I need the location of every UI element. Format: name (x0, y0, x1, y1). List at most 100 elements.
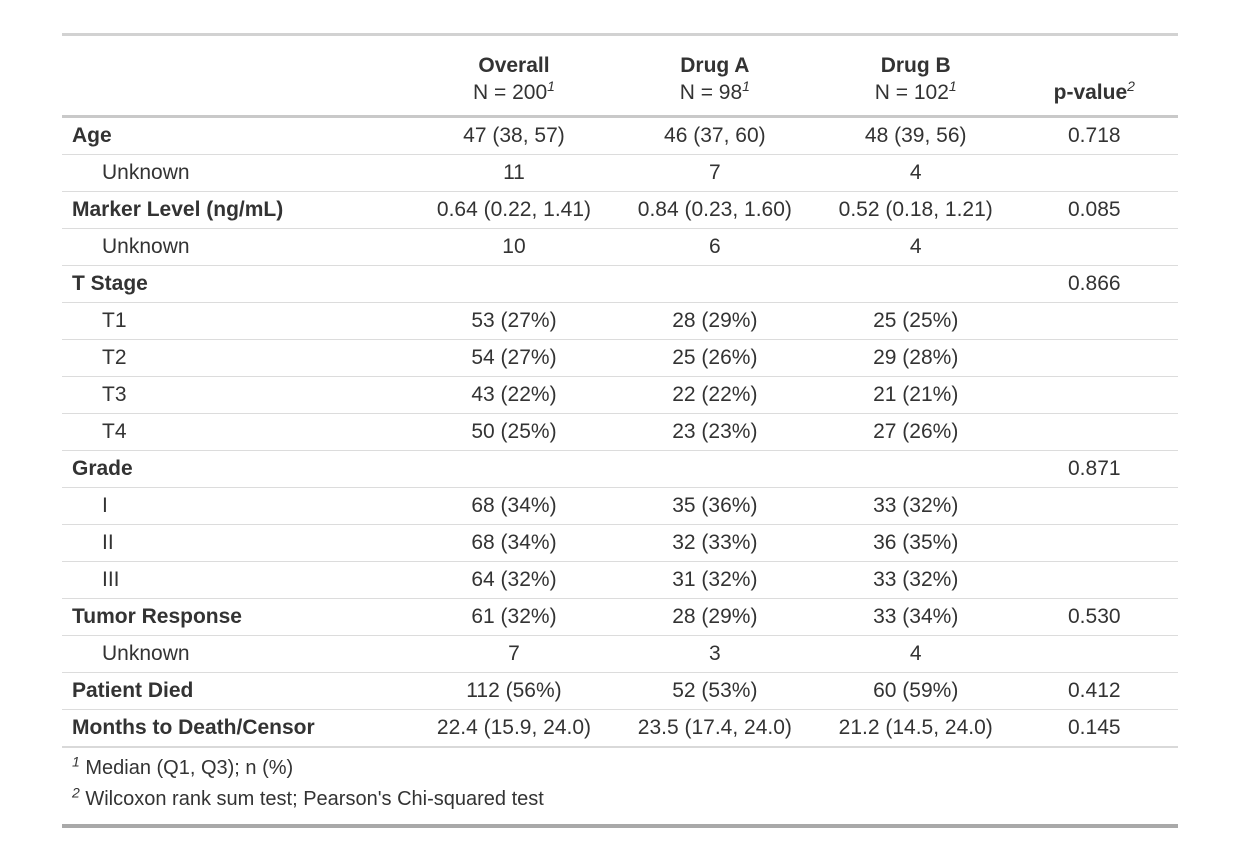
summary-table: Overall N = 2001 Drug A N = 981 Drug B N… (62, 33, 1178, 828)
cell-p-value (1011, 303, 1178, 340)
cell-p-value: 0.530 (1068, 605, 1121, 628)
cell-overall: 22.4 (15.9, 24.0) (436, 716, 592, 739)
row-label: Months to Death/Censor (72, 716, 315, 739)
cell-overall: 7 (508, 642, 520, 665)
table-row: Months to Death/Censor 22.4 (15.9, 24.0)… (62, 710, 1178, 747)
cell-drug-b (821, 266, 1011, 303)
row-label: T Stage (72, 272, 148, 295)
row-label: Patient Died (72, 679, 194, 702)
footnote-text: Wilcoxon rank sum test; Pearson's Chi-sq… (85, 788, 544, 810)
table-row: T3 43 (22%) 22 (22%) 21 (21%) (62, 377, 1178, 414)
cell-p-value (1011, 229, 1178, 266)
table-row: III 64 (32%) 31 (32%) 33 (32%) (62, 562, 1178, 599)
cell-p-value: 0.085 (1068, 198, 1121, 221)
footnote-mark: 2 (1127, 78, 1135, 94)
cell-p-value (1011, 155, 1178, 192)
cell-overall: 11 (503, 161, 525, 184)
table-body: Age 47 (38, 57) 46 (37, 60) 48 (39, 56) … (62, 117, 1178, 747)
row-label: Age (72, 124, 112, 147)
row-label: T2 (102, 346, 127, 369)
cell-overall: 10 (502, 235, 526, 258)
header-drug-b-n: N = 1021 (874, 78, 957, 104)
cell-drug-b: 48 (39, 56) (864, 124, 967, 147)
header-overall-n: N = 2001 (473, 78, 555, 104)
cell-drug-b: 4 (909, 161, 922, 184)
cell-overall: 61 (32%) (471, 605, 557, 628)
table-header: Overall N = 2001 Drug A N = 981 Drug B N… (62, 36, 1178, 118)
cell-drug-a: 28 (29%) (672, 605, 758, 628)
cell-drug-b: 4 (909, 235, 922, 258)
row-label: Marker Level (ng/mL) (72, 198, 284, 221)
footnote-mark: 2 (72, 784, 80, 801)
header-overall-label: Overall (478, 54, 550, 77)
cell-p-value (1011, 340, 1178, 377)
cell-drug-a: 25 (26%) (672, 346, 758, 369)
table-row: T Stage 0.866 (62, 266, 1178, 303)
footnote: 1 Median (Q1, Q3); n (%) (72, 753, 1168, 784)
cell-p-value (1011, 377, 1178, 414)
header-p-value-label: p-value2 (1053, 78, 1135, 104)
cell-p-value: 0.871 (1068, 457, 1121, 480)
cell-overall: 0.64 (0.22, 1.41) (436, 198, 592, 221)
cell-drug-b: 21 (21%) (873, 383, 959, 406)
cell-drug-b: 4 (909, 642, 922, 665)
cell-drug-b: 33 (32%) (873, 494, 959, 517)
table-row: T1 53 (27%) 28 (29%) 25 (25%) (62, 303, 1178, 340)
table-row: Marker Level (ng/mL) 0.64 (0.22, 1.41) 0… (62, 192, 1178, 229)
header-drug-a-n: N = 981 (679, 78, 750, 104)
footnote-mark: 1 (72, 753, 80, 770)
footnotes: 1 Median (Q1, Q3); n (%) 2 Wilcoxon rank … (62, 746, 1178, 824)
cell-drug-b: 29 (28%) (873, 346, 959, 369)
cell-drug-a: 46 (37, 60) (664, 124, 766, 147)
cell-p-value (1011, 562, 1178, 599)
header-row: Overall N = 2001 Drug A N = 981 Drug B N… (62, 36, 1178, 118)
table-row: T2 54 (27%) 25 (26%) 29 (28%) (62, 340, 1178, 377)
header-overall: Overall N = 2001 (419, 36, 609, 118)
cell-drug-a: 31 (32%) (672, 568, 758, 591)
row-label: Unknown (102, 235, 190, 258)
table-row: Grade 0.871 (62, 451, 1178, 488)
cell-overall: 53 (27%) (471, 309, 557, 332)
cell-overall: 112 (56%) (466, 679, 562, 702)
cell-drug-a: 23 (23%) (672, 420, 758, 443)
cell-drug-a (609, 266, 821, 303)
cell-overall: 43 (22%) (471, 383, 557, 406)
cell-drug-b: 27 (26%) (873, 420, 959, 443)
table-row: Unknown 10 6 4 (62, 229, 1178, 266)
row-label: T4 (102, 420, 127, 443)
row-label: II (102, 531, 114, 554)
cell-p-value (1011, 525, 1178, 562)
table-row: Tumor Response 61 (32%) 28 (29%) 33 (34%… (62, 599, 1178, 636)
cell-p-value (1011, 414, 1178, 451)
table-row: II 68 (34%) 32 (33%) 36 (35%) (62, 525, 1178, 562)
cell-drug-a: 23.5 (17.4, 24.0) (637, 716, 792, 739)
cell-overall: 50 (25%) (471, 420, 557, 443)
table-row: Unknown 11 7 4 (62, 155, 1178, 192)
row-label: Unknown (102, 161, 190, 184)
cell-drug-a: 52 (53%) (672, 679, 758, 702)
cell-overall: 54 (27%) (471, 346, 557, 369)
cell-drug-a: 22 (22%) (672, 383, 758, 406)
row-label: III (102, 568, 120, 591)
cell-drug-b: 0.52 (0.18, 1.21) (838, 198, 993, 221)
cell-p-value: 0.412 (1068, 679, 1121, 702)
cell-p-value: 0.866 (1068, 272, 1121, 295)
cell-overall: 64 (32%) (471, 568, 557, 591)
cell-overall (419, 266, 609, 303)
cell-drug-a: 6 (709, 235, 721, 258)
header-drug-a: Drug A N = 981 (608, 36, 821, 118)
footnote-mark: 1 (547, 78, 555, 94)
row-label: T3 (102, 383, 127, 406)
table-row: Patient Died 112 (56%) 52 (53%) 60 (59%)… (62, 673, 1178, 710)
cell-drug-b: 36 (35%) (873, 531, 959, 554)
header-empty-cell (62, 36, 420, 118)
cell-drug-a (609, 451, 821, 488)
cell-drug-a: 0.84 (0.23, 1.60) (637, 198, 792, 221)
row-label: I (102, 494, 108, 517)
footnote-mark: 1 (948, 78, 957, 94)
footnote-text: Median (Q1, Q3); n (%) (85, 757, 294, 779)
header-drug-b-label: Drug B (880, 54, 951, 77)
table-row: Age 47 (38, 57) 46 (37, 60) 48 (39, 56) … (62, 117, 1178, 155)
cell-overall: 47 (38, 57) (463, 124, 565, 147)
cell-p-value: 0.718 (1068, 124, 1121, 147)
